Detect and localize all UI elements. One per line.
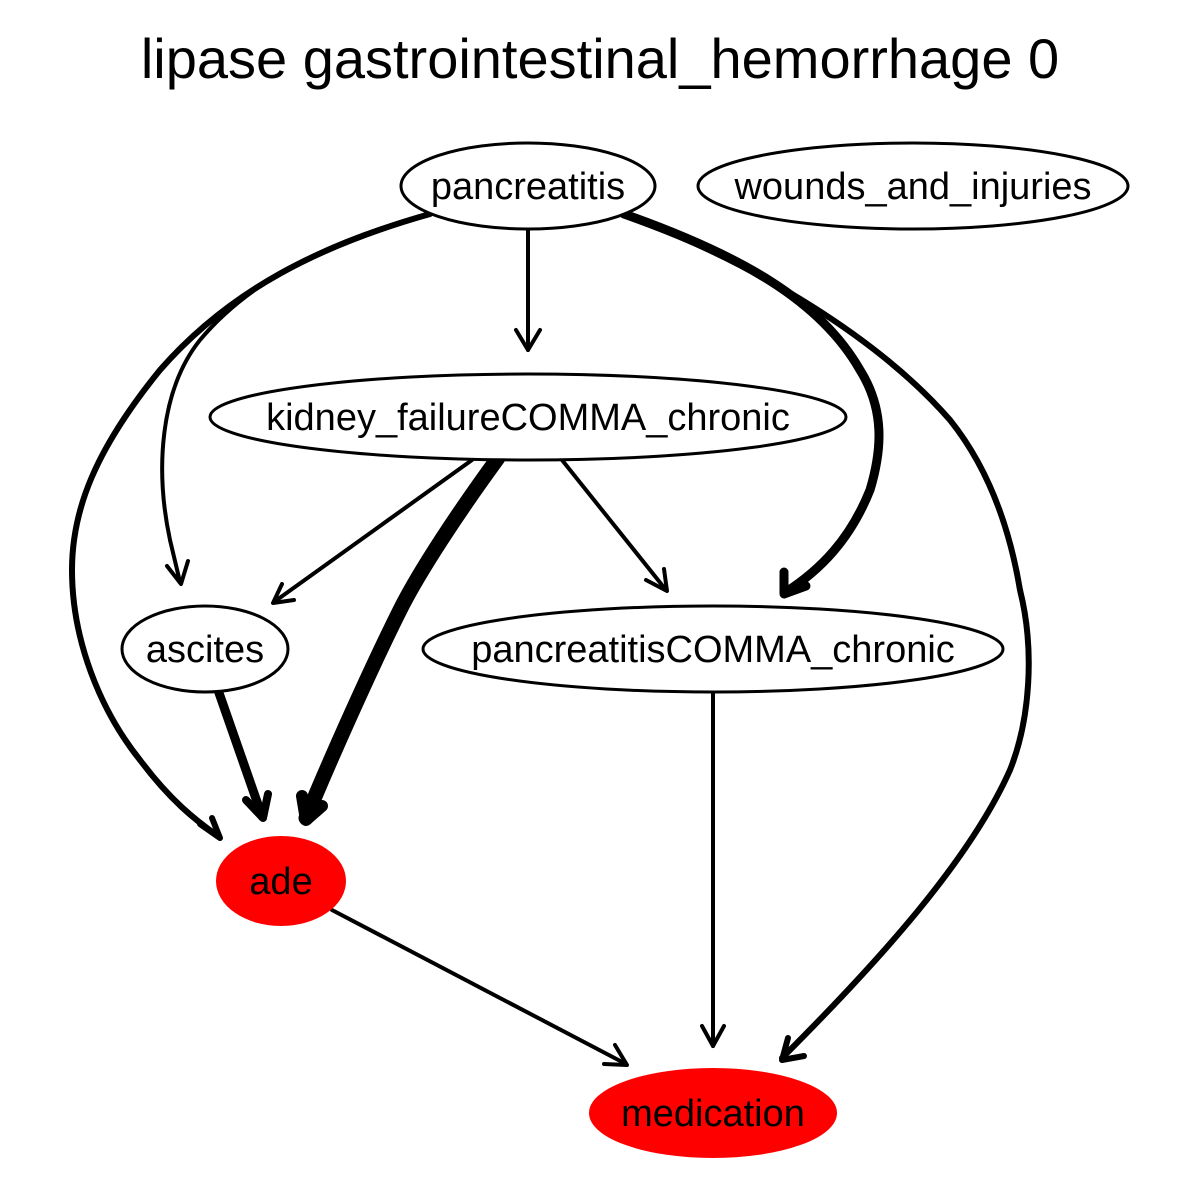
edges (69, 209, 1032, 1067)
node-wounds-and-injuries[interactable]: wounds_and_injuries (696, 141, 1130, 231)
node-label: kidney_failureCOMMA_chronic (266, 397, 790, 439)
node-label: pancreatitis (431, 166, 625, 208)
node-label: ade (249, 861, 312, 903)
node-label: medication (621, 1093, 805, 1135)
edge-kidney-failure-chronic-to-ascites (271, 458, 474, 605)
edge-ascites-to-ade (213, 685, 272, 822)
node-label: wounds_and_injuries (733, 166, 1091, 208)
node-medication[interactable]: medication (589, 1068, 837, 1158)
edge-pancreatitis-to-kidney-failure-chronic (514, 228, 542, 352)
node-kidney-failure-chronic[interactable]: kidney_failureCOMMA_chronic (208, 372, 848, 462)
node-label: ascites (146, 629, 264, 671)
node-pancreatitis-chronic[interactable]: pancreatitisCOMMA_chronic (421, 604, 1005, 694)
node-ascites[interactable]: ascites (120, 604, 290, 694)
edge-pancreatitis-to-medication (621, 211, 1032, 1063)
edge-kidney-failure-chronic-to-pancreatitis-chronic (560, 458, 669, 593)
edge-kidney-failure-chronic-to-ade (296, 450, 506, 826)
edge-pancreatitis-chronic-to-medication (700, 690, 726, 1048)
diagram-title: lipase gastrointestinal_hemorrhage 0 (140, 27, 1060, 90)
node-ade[interactable]: ade (216, 836, 346, 926)
node-label: pancreatitisCOMMA_chronic (471, 629, 955, 671)
edge-ade-to-medication (330, 908, 629, 1067)
node-pancreatitis[interactable]: pancreatitis (399, 141, 657, 231)
edge-pancreatitis-to-ade (69, 211, 433, 841)
